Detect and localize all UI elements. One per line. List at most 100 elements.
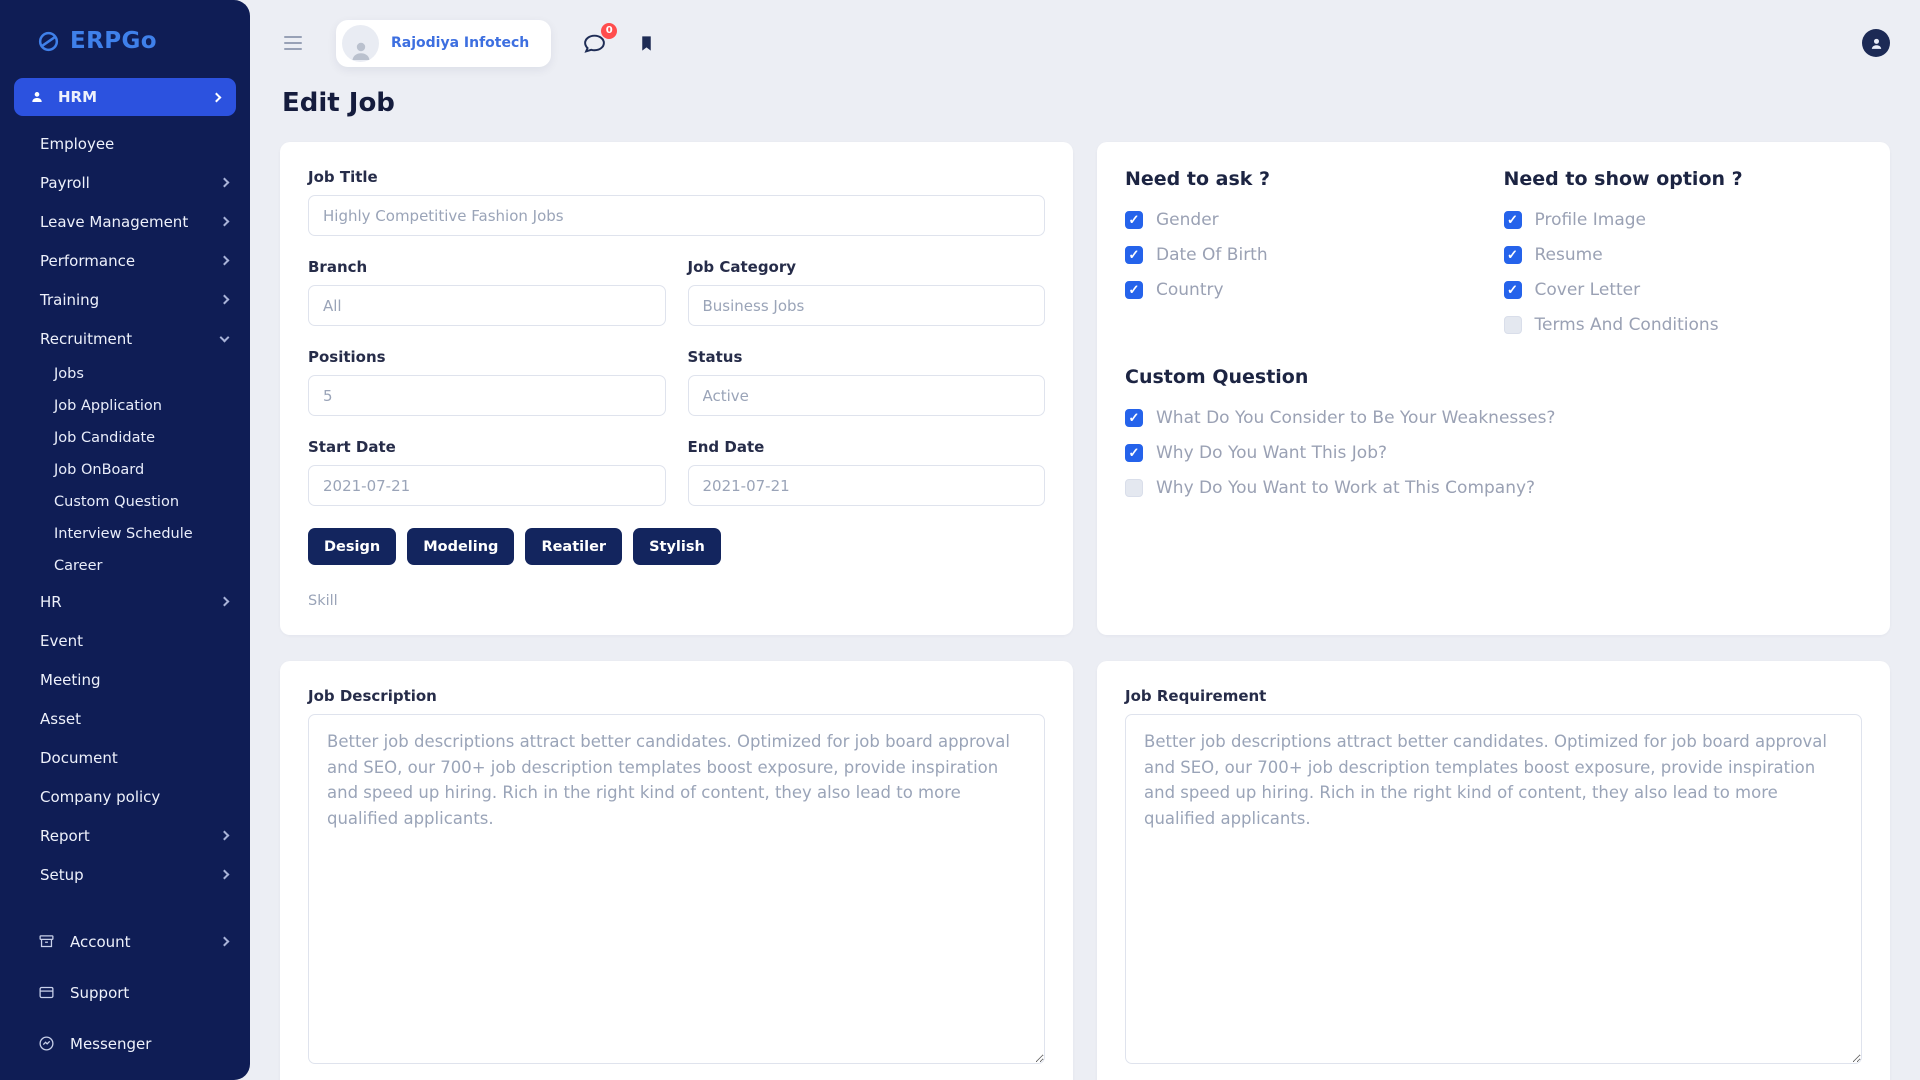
weaknesses-checkbox[interactable] (1125, 409, 1143, 427)
job-title-label: Job Title (308, 168, 378, 186)
job-title-input[interactable] (308, 195, 1045, 236)
sidebar-item-job-application[interactable]: Job Application (0, 390, 250, 422)
start-date-input[interactable] (308, 465, 666, 506)
job-form-card: Job Title Branch Job Category Positions (280, 142, 1073, 635)
profile-image-checkbox[interactable] (1503, 211, 1522, 229)
custom-question-why-company-option[interactable]: Why Do You Want to Work at This Company? (1125, 478, 1862, 498)
sidebar-nav: HRM Employee Payroll Leave Management Pe… (0, 78, 250, 1069)
sidebar-item-leave-management[interactable]: Leave Management (0, 202, 250, 241)
skill-tag-reatiler[interactable]: Reatiler (525, 528, 623, 565)
sidebar-item-training[interactable]: Training (0, 280, 250, 319)
cover-letter-checkbox[interactable] (1503, 281, 1522, 299)
custom-question-why-job-option[interactable]: Why Do You Want This Job? (1125, 443, 1862, 463)
bookmark-button[interactable] (638, 33, 655, 54)
date-of-birth-checkbox[interactable] (1125, 246, 1143, 264)
sidebar-item-label: Payroll (40, 173, 90, 192)
main-content: Rajodiya Infotech 0 Edit Job Job Title (250, 0, 1920, 1080)
sidebar-subitem-label: Custom Question (54, 494, 180, 510)
status-label: Status (687, 348, 743, 366)
menu-toggle-icon[interactable] (280, 32, 306, 54)
terms-and-conditions-checkbox[interactable] (1503, 316, 1522, 334)
sidebar-item-asset[interactable]: Asset (0, 699, 250, 738)
sidebar-item-label: Messenger (70, 1034, 152, 1053)
date-of-birth-option[interactable]: Date Of Birth (1125, 245, 1484, 265)
sidebar-subitem-label: Job Application (54, 398, 162, 414)
country-option[interactable]: Country (1125, 280, 1484, 300)
messenger-icon (38, 1035, 55, 1052)
profile-image-option[interactable]: Profile Image (1503, 210, 1863, 230)
sidebar-item-label: Company policy (40, 787, 161, 806)
country-checkbox[interactable] (1125, 281, 1143, 299)
sidebar-item-label: Account (70, 932, 131, 951)
gender-checkbox[interactable] (1125, 211, 1143, 229)
checkbox-label: Date Of Birth (1156, 245, 1268, 265)
sidebar-item-interview-schedule[interactable]: Interview Schedule (0, 518, 250, 550)
sidebar-item-company-policy[interactable]: Company policy (0, 777, 250, 816)
job-options-card: Need to ask ? Gender Date Of Birth Count… (1097, 142, 1890, 635)
user-menu-button[interactable] (1862, 29, 1890, 57)
sidebar-item-custom-question[interactable]: Custom Question (0, 486, 250, 518)
end-date-input[interactable] (687, 465, 1045, 506)
why-company-checkbox[interactable] (1125, 479, 1143, 497)
sidebar-item-payroll[interactable]: Payroll (0, 163, 250, 202)
why-job-checkbox[interactable] (1125, 444, 1143, 462)
need-to-ask-section: Need to ask ? Gender Date Of Birth Count… (1125, 168, 1484, 350)
sidebar-item-jobs[interactable]: Jobs (0, 358, 250, 390)
sidebar-item-label: Report (40, 826, 90, 845)
custom-question-title: Custom Question (1125, 366, 1309, 388)
checkbox-label: Country (1156, 280, 1224, 300)
chat-badge: 0 (601, 22, 618, 39)
company-avatar (342, 24, 379, 62)
user-icon (30, 90, 44, 104)
chevron-right-icon (219, 596, 230, 607)
branch-select[interactable] (308, 285, 666, 326)
app-logo[interactable]: ERPGo (0, 16, 250, 78)
sidebar-subitem-label: Job OnBoard (54, 462, 145, 478)
sidebar-item-job-candidate[interactable]: Job Candidate (0, 422, 250, 454)
status-select[interactable] (687, 375, 1045, 416)
sidebar-item-hrm[interactable]: HRM (14, 78, 236, 116)
sidebar-item-setup[interactable]: Setup (0, 855, 250, 894)
positions-label: Positions (308, 348, 386, 366)
sidebar-subitem-label: Job Candidate (54, 430, 156, 446)
sidebar-item-career[interactable]: Career (0, 550, 250, 582)
sidebar-item-report[interactable]: Report (0, 816, 250, 855)
sidebar-item-document[interactable]: Document (0, 738, 250, 777)
sidebar-item-job-onboard[interactable]: Job OnBoard (0, 454, 250, 486)
gender-option[interactable]: Gender (1125, 210, 1484, 230)
job-description-textarea[interactable]: Better job descriptions attract better c… (308, 714, 1045, 1064)
checkbox-label: Terms And Conditions (1534, 315, 1719, 335)
sidebar-item-performance[interactable]: Performance (0, 241, 250, 280)
positions-input[interactable] (308, 375, 666, 416)
checkbox-label: What Do You Consider to Be Your Weakness… (1156, 408, 1556, 428)
sidebar-item-employee[interactable]: Employee (0, 124, 250, 163)
company-name: Rajodiya Infotech (391, 35, 530, 51)
card-icon (38, 984, 55, 1001)
sidebar-item-event[interactable]: Event (0, 621, 250, 660)
checkbox-label: Profile Image (1534, 210, 1647, 230)
job-requirement-card: Job Requirement Better job descriptions … (1097, 661, 1890, 1080)
custom-question-weaknesses-option[interactable]: What Do You Consider to Be Your Weakness… (1125, 408, 1862, 428)
company-profile-button[interactable]: Rajodiya Infotech (336, 19, 552, 67)
sidebar-item-support[interactable]: Support (0, 967, 250, 1018)
cover-letter-option[interactable]: Cover Letter (1503, 280, 1863, 300)
sidebar-item-label: Document (40, 748, 118, 767)
job-requirement-textarea[interactable]: Better job descriptions attract better c… (1125, 714, 1862, 1064)
sidebar-item-label: Recruitment (40, 329, 133, 348)
sidebar-item-recruitment[interactable]: Recruitment (0, 319, 250, 358)
job-category-select[interactable] (687, 285, 1045, 326)
terms-and-conditions-option[interactable]: Terms And Conditions (1503, 315, 1863, 335)
bookmark-icon (642, 35, 651, 51)
skill-tag-design[interactable]: Design (308, 528, 397, 565)
chat-icon (584, 34, 606, 53)
skill-tag-stylish[interactable]: Stylish (633, 528, 721, 565)
resume-checkbox[interactable] (1503, 246, 1522, 264)
checkbox-label: Resume (1534, 245, 1603, 265)
skill-tag-modeling[interactable]: Modeling (407, 528, 515, 565)
sidebar-item-meeting[interactable]: Meeting (0, 660, 250, 699)
sidebar-item-messenger[interactable]: Messenger (0, 1018, 250, 1069)
resume-option[interactable]: Resume (1503, 245, 1863, 265)
sidebar-item-hr[interactable]: HR (0, 582, 250, 621)
chat-button[interactable]: 0 (581, 22, 618, 56)
sidebar-item-account[interactable]: Account (0, 916, 250, 967)
